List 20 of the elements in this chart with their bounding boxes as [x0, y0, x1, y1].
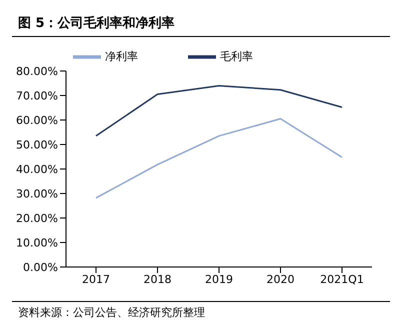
y-tick-label: 0.00% [23, 260, 58, 274]
y-tick-label: 20.00% [16, 212, 58, 225]
legend-label: 净利率 [105, 50, 138, 64]
line-series [95, 84, 343, 137]
y-tick-label: 10.00% [16, 236, 58, 250]
x-tick-label: 2019 [205, 272, 233, 286]
chart-title: 图 5：公司毛利率和净利率 [17, 14, 176, 33]
y-tick-label: 70.00% [16, 89, 58, 102]
y-tick-label: 50.00% [16, 138, 58, 152]
x-tick-label: 2017 [82, 272, 110, 286]
x-tick-label: 2021Q1 [320, 272, 364, 286]
y-tick-label: 40.00% [16, 162, 58, 176]
y-tick-label: 60.00% [16, 114, 58, 127]
line-series [95, 118, 343, 199]
x-tick-label: 2020 [266, 272, 294, 286]
x-tick-label: 2018 [144, 272, 172, 286]
legend-label: 毛利率 [220, 50, 253, 64]
y-tick-label: 30.00% [16, 187, 58, 200]
y-tick-label: 80.00% [16, 64, 58, 78]
text: 资料来源：公司公告、经济研究所整理 [17, 305, 206, 320]
